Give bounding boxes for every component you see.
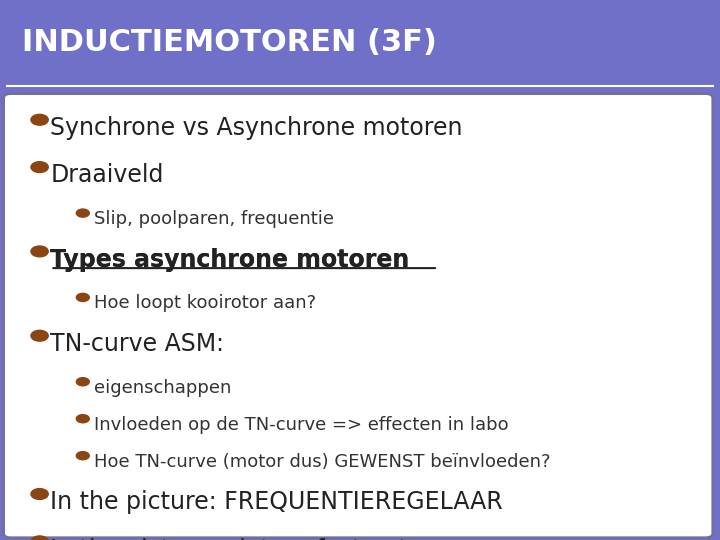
Text: Draaiveld: Draaiveld [50, 164, 163, 187]
Text: In the picture: niet perfect net...: In the picture: niet perfect net... [50, 538, 431, 540]
Text: Types asynchrone motoren: Types asynchrone motoren [50, 248, 410, 272]
Circle shape [76, 451, 89, 460]
Circle shape [31, 330, 48, 341]
Text: eigenschappen: eigenschappen [94, 379, 231, 396]
Text: Hoe TN-curve (motor dus) GEWENST beïnvloeden?: Hoe TN-curve (motor dus) GEWENST beïnvlo… [94, 453, 550, 470]
Circle shape [31, 489, 48, 500]
Circle shape [31, 536, 48, 540]
Text: INDUCTIEMOTOREN (3F): INDUCTIEMOTOREN (3F) [22, 28, 436, 57]
Circle shape [31, 246, 48, 257]
Text: Synchrone vs Asynchrone motoren: Synchrone vs Asynchrone motoren [50, 116, 463, 140]
Text: TN-curve ASM:: TN-curve ASM: [50, 332, 225, 356]
Text: Hoe loopt kooirotor aan?: Hoe loopt kooirotor aan? [94, 294, 316, 312]
Circle shape [31, 161, 48, 172]
Circle shape [76, 293, 89, 301]
Circle shape [76, 377, 89, 386]
Circle shape [76, 415, 89, 423]
Circle shape [31, 114, 48, 125]
FancyBboxPatch shape [4, 93, 713, 538]
Text: In the picture: FREQUENTIEREGELAAR: In the picture: FREQUENTIEREGELAAR [50, 490, 503, 515]
Text: Slip, poolparen, frequentie: Slip, poolparen, frequentie [94, 210, 333, 228]
Text: Invloeden op de TN-curve => effecten in labo: Invloeden op de TN-curve => effecten in … [94, 416, 508, 434]
Text: Types asynchrone motoren: Types asynchrone motoren [50, 248, 410, 272]
Circle shape [76, 209, 89, 217]
